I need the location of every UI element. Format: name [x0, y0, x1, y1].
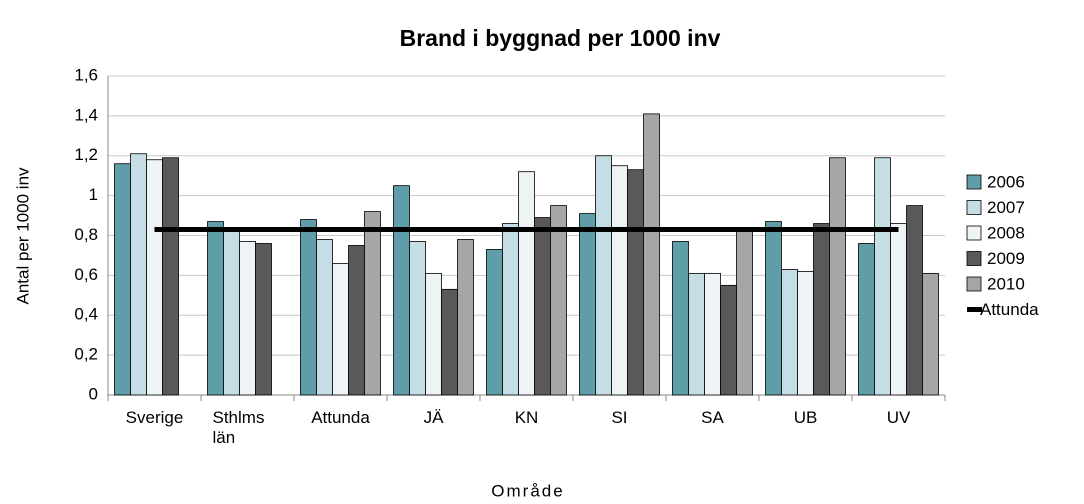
y-tick-label: 1,2 — [74, 145, 98, 164]
bar — [890, 223, 907, 396]
legend-label: Attunda — [980, 300, 1039, 319]
y-axis-title: Antal per 1000 inv — [13, 167, 32, 305]
bar — [906, 205, 923, 396]
bar — [207, 221, 224, 396]
legend-label: 2006 — [987, 172, 1025, 191]
bar — [146, 159, 163, 396]
x-tick-label-box: Sthlms län — [213, 408, 283, 448]
bar — [643, 113, 660, 396]
bar — [627, 169, 644, 396]
y-tick-label: 1,4 — [74, 105, 98, 124]
x-tick-label: Sthlms län — [212, 408, 265, 447]
x-tick-label-box: KN — [492, 408, 562, 428]
x-tick-label: Attunda — [311, 408, 370, 427]
bar — [765, 221, 782, 396]
bar — [874, 157, 891, 396]
legend-swatch — [966, 200, 982, 215]
bar — [720, 284, 737, 396]
y-tick-label: 0,2 — [74, 345, 98, 364]
bar — [595, 155, 612, 396]
x-tick-label: SI — [611, 408, 628, 427]
bar — [550, 205, 567, 396]
bar — [300, 219, 317, 396]
x-axis-title: Område — [491, 481, 564, 500]
bar — [486, 249, 503, 396]
bar — [688, 272, 705, 396]
bar — [239, 241, 256, 396]
x-tick-label: Sverige — [125, 408, 184, 427]
x-tick-label-box: UB — [771, 408, 841, 428]
x-tick-label: UB — [793, 408, 818, 427]
bar — [704, 272, 721, 396]
bar — [858, 243, 875, 396]
x-tick-label: JÄ — [423, 408, 444, 427]
x-tick-label-box: JÄ — [399, 408, 469, 428]
bar — [672, 241, 689, 396]
y-tick-label: 0,6 — [74, 265, 98, 284]
legend-label: 2010 — [987, 274, 1025, 293]
bar — [579, 213, 596, 396]
legend-swatch — [966, 251, 982, 266]
bar — [255, 243, 272, 396]
bar — [457, 239, 474, 396]
legend-swatch — [966, 276, 982, 292]
bar — [409, 241, 426, 396]
bar — [829, 157, 846, 396]
legend-swatch — [966, 174, 982, 190]
y-tick-label: 1 — [89, 185, 98, 204]
legend-label: 2007 — [987, 198, 1025, 217]
bar — [441, 288, 458, 396]
bar — [611, 165, 628, 396]
y-tick-label: 0,8 — [74, 225, 98, 244]
bar — [348, 245, 365, 396]
legend-label: 2008 — [987, 223, 1025, 242]
bar — [114, 163, 131, 396]
legend-swatch — [966, 225, 982, 241]
y-tick-label: 1,6 — [74, 65, 98, 84]
bar — [316, 239, 333, 396]
bar — [332, 263, 349, 396]
bar — [393, 185, 410, 396]
bar — [162, 157, 179, 396]
bar — [425, 272, 442, 396]
bar — [797, 270, 814, 396]
x-tick-label-box: Attunda — [306, 408, 376, 428]
x-tick-label: SA — [701, 408, 724, 427]
bar — [502, 223, 519, 396]
bar — [736, 227, 753, 396]
y-tick-label: 0,4 — [74, 305, 98, 324]
x-tick-label-box: Sverige — [120, 408, 190, 428]
bar — [813, 223, 830, 396]
x-tick-label-box: SI — [585, 408, 655, 428]
x-tick-label: UV — [886, 408, 911, 427]
bar — [223, 227, 240, 396]
y-tick-label: 0 — [89, 384, 98, 403]
bar — [364, 211, 381, 396]
legend-label: 2009 — [987, 249, 1025, 268]
chart-title: Brand i byggnad per 1000 inv — [400, 25, 721, 51]
bar — [534, 217, 551, 396]
bar — [518, 171, 535, 396]
x-tick-label-box: UV — [864, 408, 934, 428]
x-tick-label-box: SA — [678, 408, 748, 428]
bar — [922, 272, 939, 396]
x-tick-label: KN — [514, 408, 539, 427]
bar — [781, 268, 798, 396]
bar — [130, 153, 147, 396]
